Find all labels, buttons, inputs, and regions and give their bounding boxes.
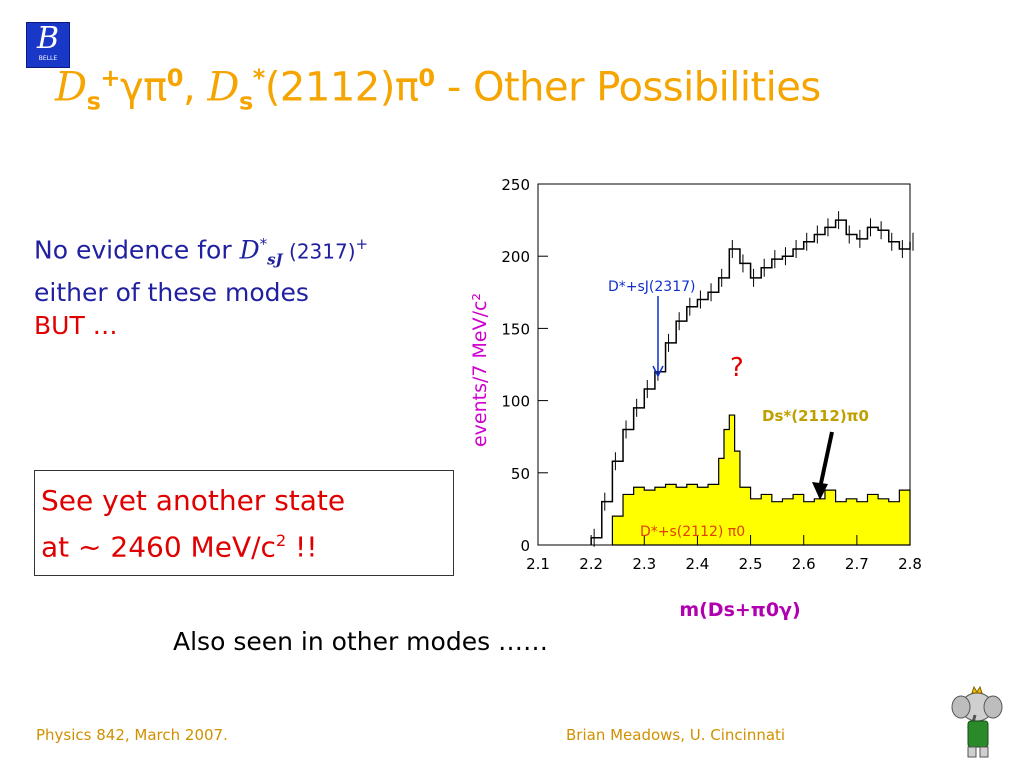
also-seen-text: Also seen in other modes …… <box>173 627 549 656</box>
dsj-sup: * <box>259 235 268 253</box>
logo-text: BELLE <box>38 55 58 62</box>
x-tick-label: 2.8 <box>898 555 922 573</box>
highlight-box: See yet another state at ~ 2460 MeV/c2 !… <box>34 470 454 576</box>
title-rest-1: γπ <box>119 64 167 111</box>
title-sub-2: s <box>238 87 253 116</box>
footer-right: Brian Meadows, U. Cincinnati <box>566 726 786 744</box>
x-tick-label: 2.2 <box>579 555 603 573</box>
y-axis-label: events/7 MeV/c² <box>469 293 491 447</box>
box-line2-pre: at ~ 2460 MeV/c <box>41 530 276 564</box>
title-rest-2: (2112)π <box>264 64 419 111</box>
title-sup2-2: 0 <box>418 64 435 92</box>
title-sup-1: + <box>100 64 120 92</box>
y-tick-label: 100 <box>501 393 530 411</box>
ds2112-arrow-head <box>812 482 828 500</box>
belle-logo: B BELLE <box>26 22 70 68</box>
x-tick-label: 2.1 <box>526 555 550 573</box>
mass-spectrum-chart: 0 50 100 150 200 250 2.1 2.2 2.3 2.4 2.5 2.6 2.7 2.8 e… <box>469 176 922 621</box>
ds2112-inner-label: D*+s(2112) π0 <box>640 524 745 540</box>
no-evidence-line2: either of these modes <box>34 278 309 308</box>
y-tick-label: 250 <box>501 176 530 194</box>
ds2112-arrow <box>818 431 834 489</box>
series-1-yellow-histogram <box>611 414 911 546</box>
slide-title: Ds+γπ0, Ds*(2112)π0 - Other Possibilitie… <box>55 64 1015 115</box>
y-tick-label: 50 <box>511 465 530 483</box>
box-line2-sup: 2 <box>275 531 287 550</box>
series-0-black-histogram <box>590 219 911 545</box>
title-sym-1: D <box>55 64 87 111</box>
x-tick-label: 2.7 <box>845 555 869 573</box>
title-sub-1: s <box>86 87 101 116</box>
question-mark: ? <box>730 353 744 383</box>
y-tick-label: 200 <box>501 248 530 266</box>
y-tick-label: 0 <box>520 537 530 555</box>
box-line1: See yet another state <box>41 484 346 517</box>
dsj-annotation: D*+sJ(2317) <box>608 279 696 295</box>
dsj-charge: + <box>355 235 369 253</box>
ds2112-annotation: Ds*(2112)π0 <box>762 407 869 425</box>
x-tick-label: 2.4 <box>685 555 709 573</box>
no-evidence-pre: No evidence for <box>34 235 240 265</box>
dsj-mass: (2317) <box>282 239 356 264</box>
y-tick-label: 150 <box>501 320 530 338</box>
dsj-sub: sJ <box>267 250 283 269</box>
x-tick-label: 2.5 <box>739 555 763 573</box>
box-line2-post: !! <box>286 530 318 564</box>
logo-letter: B <box>36 21 60 56</box>
title-sup-2: * <box>252 64 266 92</box>
title-sup2-1: 0 <box>166 64 184 92</box>
title-sym-2: D <box>207 64 239 111</box>
x-tick-label: 2.6 <box>792 555 816 573</box>
but-text: BUT … <box>34 311 118 340</box>
dsj-sym: D <box>239 235 260 265</box>
elephant-mascot-icon <box>951 685 1003 758</box>
no-evidence-text: No evidence for D*sJ (2317)+ either of t… <box>34 227 368 310</box>
x-tick-label: 2.3 <box>632 555 656 573</box>
title-comma: , <box>182 64 208 111</box>
footer-left: Physics 842, March 2007. <box>36 726 228 744</box>
title-tail: - Other Possibilities <box>434 64 821 111</box>
dsj-arrow-head <box>652 365 664 378</box>
x-axis-label: m(Ds+π0γ) <box>679 599 800 621</box>
